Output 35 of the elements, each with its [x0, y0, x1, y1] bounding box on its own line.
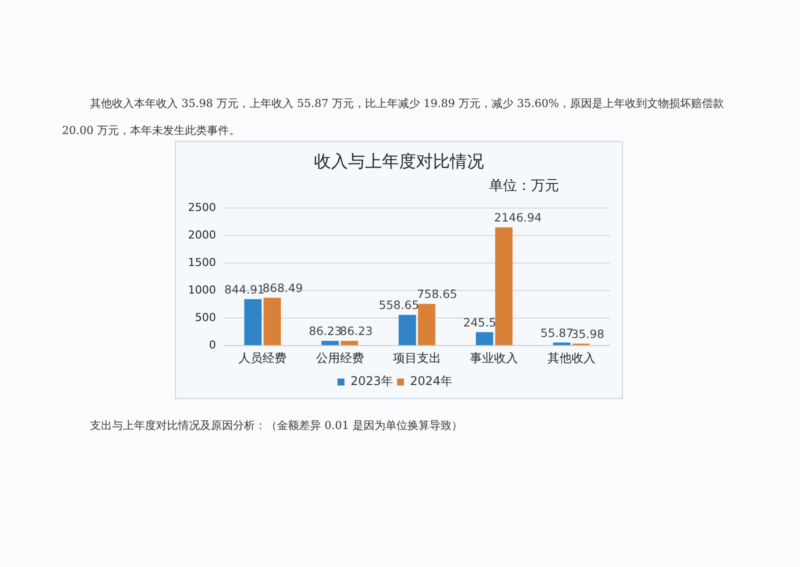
x-tick-label: 事业收入	[470, 350, 518, 365]
data-label: 86.23	[340, 324, 373, 338]
y-tick-label: 2500	[188, 200, 216, 214]
y-tick-label: 2000	[188, 228, 216, 242]
x-tick-label: 人员经费	[238, 350, 287, 365]
bar	[553, 342, 570, 346]
data-label: 2146.94	[494, 210, 542, 225]
bar	[418, 304, 436, 346]
bar	[340, 340, 358, 346]
data-label: 55.87	[540, 326, 574, 340]
bar	[264, 298, 281, 346]
bar	[476, 332, 494, 346]
x-tick-label: 其他收入	[547, 350, 596, 365]
data-label: 35.98	[571, 326, 604, 341]
legend-label: 2024年	[410, 374, 453, 388]
x-tick-label: 项目支出	[392, 350, 441, 365]
text: 支出与上年度对比情况及原因分析：（金额差异 0.01 是因为单位换算导致）	[90, 418, 464, 434]
text: 其他收入本年收入 35.98 万元，上年收入 55.87 万元，比上年减少 19.89 万元，减少 35.60%，原因是上年收到文物损坏赔偿款 20.00 万元，本年未发生此类事件。	[62, 97, 724, 137]
legend-label: 2023年	[350, 374, 394, 388]
chart-subtitle: 单位：万元	[489, 177, 559, 195]
data-label: 868.49	[262, 281, 303, 296]
y-tick-label: 500	[194, 310, 216, 324]
bar	[321, 340, 339, 346]
bar	[495, 227, 513, 346]
bar	[244, 299, 262, 346]
data-label: 558.65	[378, 298, 420, 312]
y-tick-label: 1500	[188, 256, 216, 269]
data-label: 844.91	[224, 282, 265, 296]
y-tick-label: 0	[208, 338, 216, 352]
data-label: 758.65	[416, 287, 458, 302]
data-label: 86.23	[308, 324, 342, 338]
x-tick-label: 公用经费	[316, 350, 364, 365]
y-tick-label: 1000	[188, 283, 216, 296]
bar	[398, 314, 416, 346]
chart-title: 收入与上年度对比情况	[313, 151, 485, 173]
